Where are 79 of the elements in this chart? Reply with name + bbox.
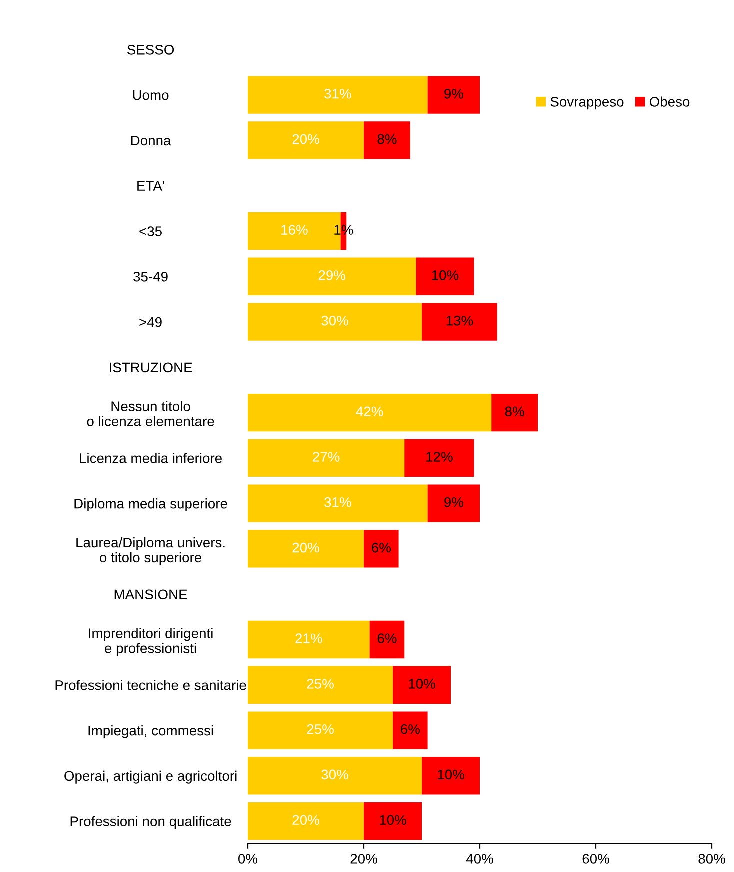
bar xyxy=(248,484,428,522)
x-tick-label: 40% xyxy=(466,854,494,864)
y-tick-label: Uomo xyxy=(133,90,169,100)
bar xyxy=(492,394,538,432)
data-label: 20% xyxy=(292,134,320,144)
data-label: 21% xyxy=(296,634,322,644)
x-tick-label: 20% xyxy=(350,854,378,864)
bar xyxy=(248,439,405,478)
bar xyxy=(370,620,405,659)
y-tick-label: 35-49 xyxy=(134,272,168,282)
bar xyxy=(393,712,428,750)
y-tick-label: Laurea/Diploma univers. o titolo superiore xyxy=(76,537,225,566)
data-label: 9% xyxy=(444,497,464,508)
y-tick-label: <35 xyxy=(140,226,162,236)
bar xyxy=(248,802,364,840)
data-label: 25% xyxy=(307,679,334,689)
data-label: 1% xyxy=(334,225,354,235)
bar xyxy=(428,76,480,114)
y-tick-label: MANSIONE xyxy=(114,590,188,600)
data-label: 8% xyxy=(505,406,524,417)
data-label: 31% xyxy=(324,497,352,508)
y-tick-label: Nessun titolo o licenza elementare xyxy=(87,401,214,426)
data-label: 10% xyxy=(409,679,436,689)
data-label: 6% xyxy=(372,542,391,553)
data-label: 20% xyxy=(292,815,320,826)
bar xyxy=(248,666,393,704)
y-tick-label: Licenza media inferiore xyxy=(80,453,222,464)
bar xyxy=(248,303,422,341)
data-label: 6% xyxy=(378,634,397,644)
y-tick-label: ISTRUZIONE xyxy=(110,362,192,373)
data-label: 10% xyxy=(432,270,459,280)
bar xyxy=(422,757,480,795)
bar xyxy=(364,802,422,840)
bar xyxy=(364,530,399,568)
data-label: 30% xyxy=(322,316,348,326)
data-label: 12% xyxy=(426,452,453,462)
data-label: 20% xyxy=(292,542,320,553)
bar xyxy=(364,122,410,160)
bar xyxy=(248,712,393,750)
y-tick-label: Professioni tecniche e sanitarie xyxy=(56,680,246,690)
bar xyxy=(248,530,364,568)
data-label: 30% xyxy=(322,770,348,780)
legend-label: Obeso xyxy=(650,96,690,107)
bar xyxy=(393,666,451,704)
y-tick-label: Imprenditori dirigenti e professionisti xyxy=(89,628,213,656)
x-tick-label: 0% xyxy=(238,854,258,864)
data-label: 6% xyxy=(401,724,420,734)
bar xyxy=(248,620,370,659)
y-tick-label: Professioni non qualificate xyxy=(70,816,232,830)
y-tick-label: ETA' xyxy=(138,181,164,191)
bar xyxy=(248,258,416,296)
legend-label: Sovrappeso xyxy=(550,97,624,110)
bar xyxy=(416,258,474,296)
data-label: 8% xyxy=(378,134,397,144)
x-tick-label: 60% xyxy=(582,854,610,864)
data-label: 9% xyxy=(444,88,464,99)
data-label: 16% xyxy=(282,225,308,235)
y-tick-label: Donna xyxy=(131,136,172,146)
x-tick-label: 80% xyxy=(698,854,726,864)
bar xyxy=(422,303,498,341)
y-tick-label: SESSO xyxy=(127,45,174,55)
bar xyxy=(404,439,474,478)
y-tick-label: Diploma media superiore xyxy=(74,498,228,512)
y-tick-label: Impiegati, commessi xyxy=(88,725,214,738)
bar xyxy=(248,76,428,114)
data-label: 29% xyxy=(318,270,346,280)
data-label: 13% xyxy=(446,316,474,326)
y-tick-label: Operai, artigiani e agricoltori xyxy=(64,770,237,784)
data-label: 31% xyxy=(324,88,352,99)
bar xyxy=(248,394,492,432)
data-label: 27% xyxy=(313,452,340,462)
bar xyxy=(248,122,364,160)
y-tick-label: >49 xyxy=(140,317,162,328)
bar xyxy=(428,484,480,522)
data-label: 10% xyxy=(380,815,406,826)
data-label: 42% xyxy=(356,406,384,416)
data-label: 25% xyxy=(307,724,334,734)
bar xyxy=(248,757,422,795)
data-label: 10% xyxy=(438,770,464,780)
